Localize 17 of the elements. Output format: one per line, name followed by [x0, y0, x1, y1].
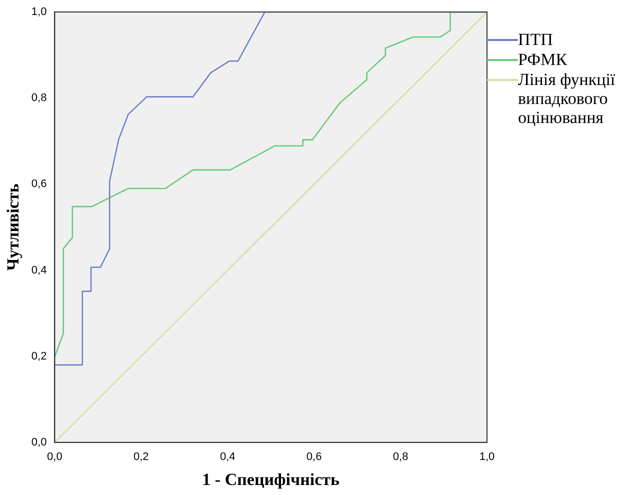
x-tick-label: 1,0	[479, 451, 495, 464]
y-tick-label: 1,0	[31, 6, 47, 18]
y-axis-title: Чутливість	[4, 184, 23, 271]
y-tick-label: 0,8	[31, 92, 47, 104]
x-tick-label: 0,8	[392, 451, 408, 464]
x-tick-label: 0,0	[47, 451, 62, 464]
legend-label: ПТП	[518, 30, 554, 49]
y-tick-label: 0,2	[31, 350, 47, 362]
y-tick-label: 0,4	[31, 264, 47, 276]
x-tick-label: 0,6	[306, 451, 322, 464]
legend-label: РФМК	[518, 50, 568, 69]
x-tick-label: 0,2	[134, 451, 149, 464]
y-tick-label: 0,0	[31, 436, 47, 448]
legend-label: Лінія функції випадкового оцінювання	[518, 70, 616, 127]
x-tick-label: 0,4	[220, 451, 236, 464]
x-axis-title: 1 - Специфічність	[202, 470, 340, 490]
y-tick-label: 0,6	[31, 178, 47, 190]
